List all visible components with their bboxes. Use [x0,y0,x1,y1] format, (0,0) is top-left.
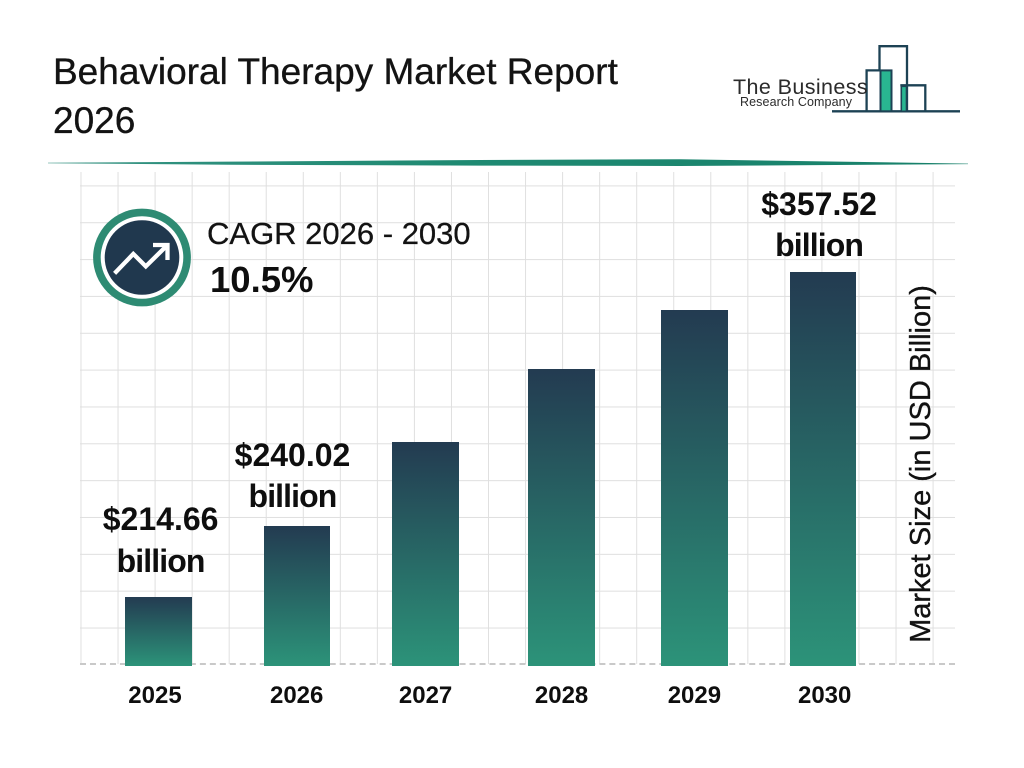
svg-text:Research Company: Research Company [740,95,853,109]
svg-text:The Business: The Business [733,75,868,99]
